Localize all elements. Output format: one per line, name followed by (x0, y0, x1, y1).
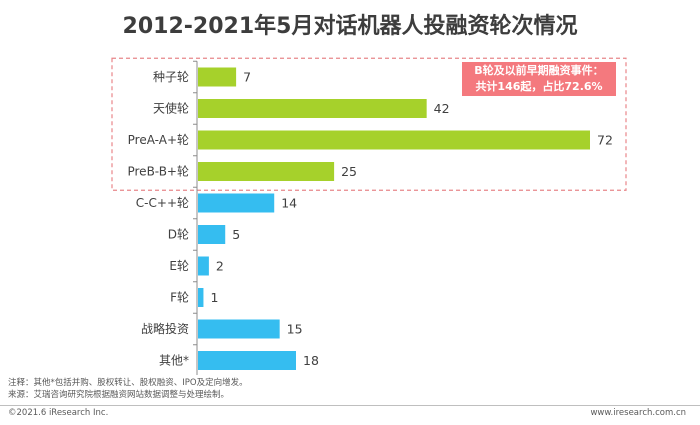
bar (198, 130, 590, 150)
bars (198, 67, 590, 370)
callout-line-2: 共计146起，占比72.6% (475, 80, 603, 93)
category-label: D轮 (168, 228, 189, 242)
category-label: 其他* (159, 354, 189, 368)
category-label: PreA-A+轮 (128, 133, 189, 147)
value-label: 5 (232, 227, 240, 242)
bar (198, 319, 280, 339)
website-text: www.iresearch.com.cn (590, 408, 686, 418)
value-label: 7 (243, 70, 251, 85)
callout-line-1: B轮及以前早期融资事件： (474, 64, 604, 77)
category-label: PreB-B+轮 (127, 165, 189, 179)
category-label: C-C++轮 (136, 196, 189, 210)
bar (198, 225, 226, 244)
bar (198, 162, 335, 181)
value-label: 18 (303, 353, 319, 368)
category-ticks (193, 60, 197, 346)
category-label: 种子轮 (153, 70, 189, 84)
value-label: 1 (210, 290, 218, 305)
bar (198, 67, 237, 87)
category-label: 天使轮 (153, 101, 189, 116)
category-label: 战略投资 (141, 321, 189, 336)
bar (198, 256, 209, 276)
bar (198, 193, 275, 213)
early-stage-callout: B轮及以前早期融资事件： 共计146起，占比72.6% (462, 62, 616, 96)
note-text: 注释：其他*包括并购、股权转让、股权融资、IPO及定向增发。 (8, 378, 248, 388)
source-text: 来源：艾瑞咨询研究院根据融资网站数据调整与处理绘制。 (8, 390, 230, 400)
bar (198, 288, 204, 307)
footer-divider (0, 405, 700, 406)
bar (198, 351, 296, 370)
early-stage-highlight-box (111, 57, 627, 191)
value-label: 14 (281, 196, 297, 211)
category-label: F轮 (170, 291, 189, 305)
footnotes: 注释：其他*包括并购、股权转让、股权融资、IPO及定向增发。 来源：艾瑞咨询研究… (8, 377, 248, 401)
value-label: 42 (434, 101, 450, 116)
bar (198, 99, 427, 118)
value-label: 2 (216, 259, 224, 274)
value-labels: 7 42 72 25 14 5 2 1 15 18 (210, 70, 612, 369)
category-label: E轮 (169, 259, 189, 273)
value-label: 15 (287, 322, 303, 337)
chart-title: 2012-2021年5月对话机器人投融资轮次情况 (122, 14, 578, 39)
value-label: 72 (597, 133, 613, 148)
value-label: 25 (341, 164, 357, 179)
copyright-text: ©2021.6 iResearch Inc. (8, 408, 109, 418)
